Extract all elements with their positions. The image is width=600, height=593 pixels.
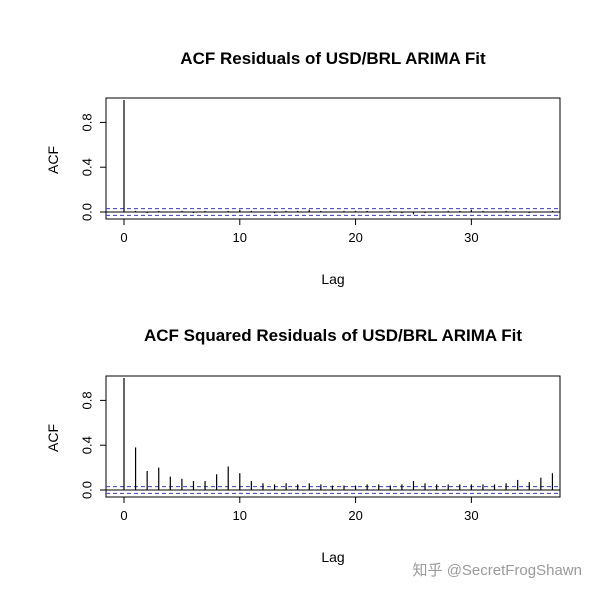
acf-bars	[123, 378, 554, 490]
y-tick-label: 0.8	[79, 113, 94, 131]
acf-bars	[123, 100, 554, 215]
watermark-text: 知乎 @SecretFrogShawn	[413, 562, 582, 579]
acf-squared-residuals-panel: ACF Squared Residuals of USD/BRL ARIMA F…	[45, 326, 561, 565]
acf-residuals-panel: ACF Residuals of USD/BRL ARIMA Fit 0 10 20…	[45, 49, 561, 287]
y-tick-label: 0.0	[79, 481, 94, 499]
y-tick-label: 0.4	[79, 436, 94, 454]
y-axis: 0.0 0.4 0.8	[79, 391, 106, 499]
x-tick-label: 20	[348, 508, 362, 523]
x-tick-label: 30	[464, 508, 478, 523]
chart-title: ACF Squared Residuals of USD/BRL ARIMA F…	[144, 326, 522, 345]
x-axis-label: Lag	[321, 271, 344, 287]
x-tick-label: 30	[464, 230, 478, 245]
x-tick-label: 0	[120, 230, 127, 245]
y-axis-label: ACF	[45, 146, 61, 174]
y-axis: 0.0 0.4 0.8	[79, 113, 106, 221]
chart-title: ACF Residuals of USD/BRL ARIMA Fit	[180, 49, 486, 68]
x-tick-label: 0	[120, 508, 127, 523]
x-tick-label: 20	[348, 230, 362, 245]
confidence-band-lines	[106, 208, 560, 216]
plot-frame	[105, 375, 561, 498]
plot-frame	[105, 97, 561, 220]
x-tick-label: 10	[233, 230, 247, 245]
y-tick-label: 0.8	[79, 391, 94, 409]
y-tick-label: 0.4	[79, 158, 94, 176]
x-axis-label: Lag	[321, 549, 344, 565]
x-axis: 0 10 20 30	[120, 497, 479, 523]
y-axis-label: ACF	[45, 424, 61, 452]
x-axis: 0 10 20 30	[120, 219, 479, 245]
x-tick-label: 10	[233, 508, 247, 523]
y-tick-label: 0.0	[79, 203, 94, 221]
